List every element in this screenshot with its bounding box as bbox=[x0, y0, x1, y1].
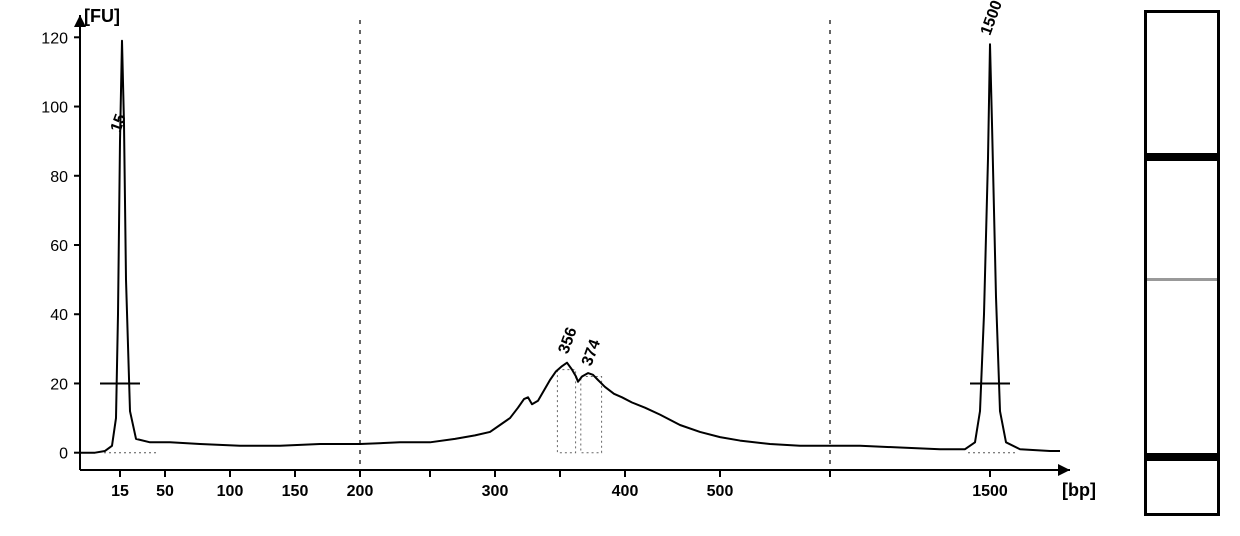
svg-text:150: 150 bbox=[282, 483, 309, 500]
svg-text:100: 100 bbox=[217, 483, 244, 500]
gel-band bbox=[1147, 153, 1217, 161]
svg-text:20: 20 bbox=[50, 376, 68, 393]
gel-strip bbox=[1144, 10, 1220, 516]
gel-band bbox=[1147, 453, 1217, 461]
svg-text:100: 100 bbox=[41, 100, 68, 117]
gel-band bbox=[1147, 278, 1217, 281]
svg-text:200: 200 bbox=[347, 483, 374, 500]
svg-text:120: 120 bbox=[41, 30, 68, 47]
svg-text:1500: 1500 bbox=[972, 483, 1008, 500]
svg-text:0: 0 bbox=[59, 446, 68, 463]
svg-text:[bp]: [bp] bbox=[1062, 480, 1096, 500]
svg-text:400: 400 bbox=[612, 483, 639, 500]
svg-text:60: 60 bbox=[50, 238, 68, 255]
svg-text:15: 15 bbox=[111, 483, 129, 500]
svg-text:50: 50 bbox=[156, 483, 174, 500]
svg-text:300: 300 bbox=[482, 483, 509, 500]
svg-text:[FU]: [FU] bbox=[84, 6, 120, 26]
svg-text:500: 500 bbox=[707, 483, 734, 500]
svg-text:40: 40 bbox=[50, 307, 68, 324]
electropherogram-chart: 0 20 40 60 80 100 120 [FU] 15 50 100 150 200 300 400 50… bbox=[0, 0, 1110, 536]
svg-text:80: 80 bbox=[50, 169, 68, 186]
